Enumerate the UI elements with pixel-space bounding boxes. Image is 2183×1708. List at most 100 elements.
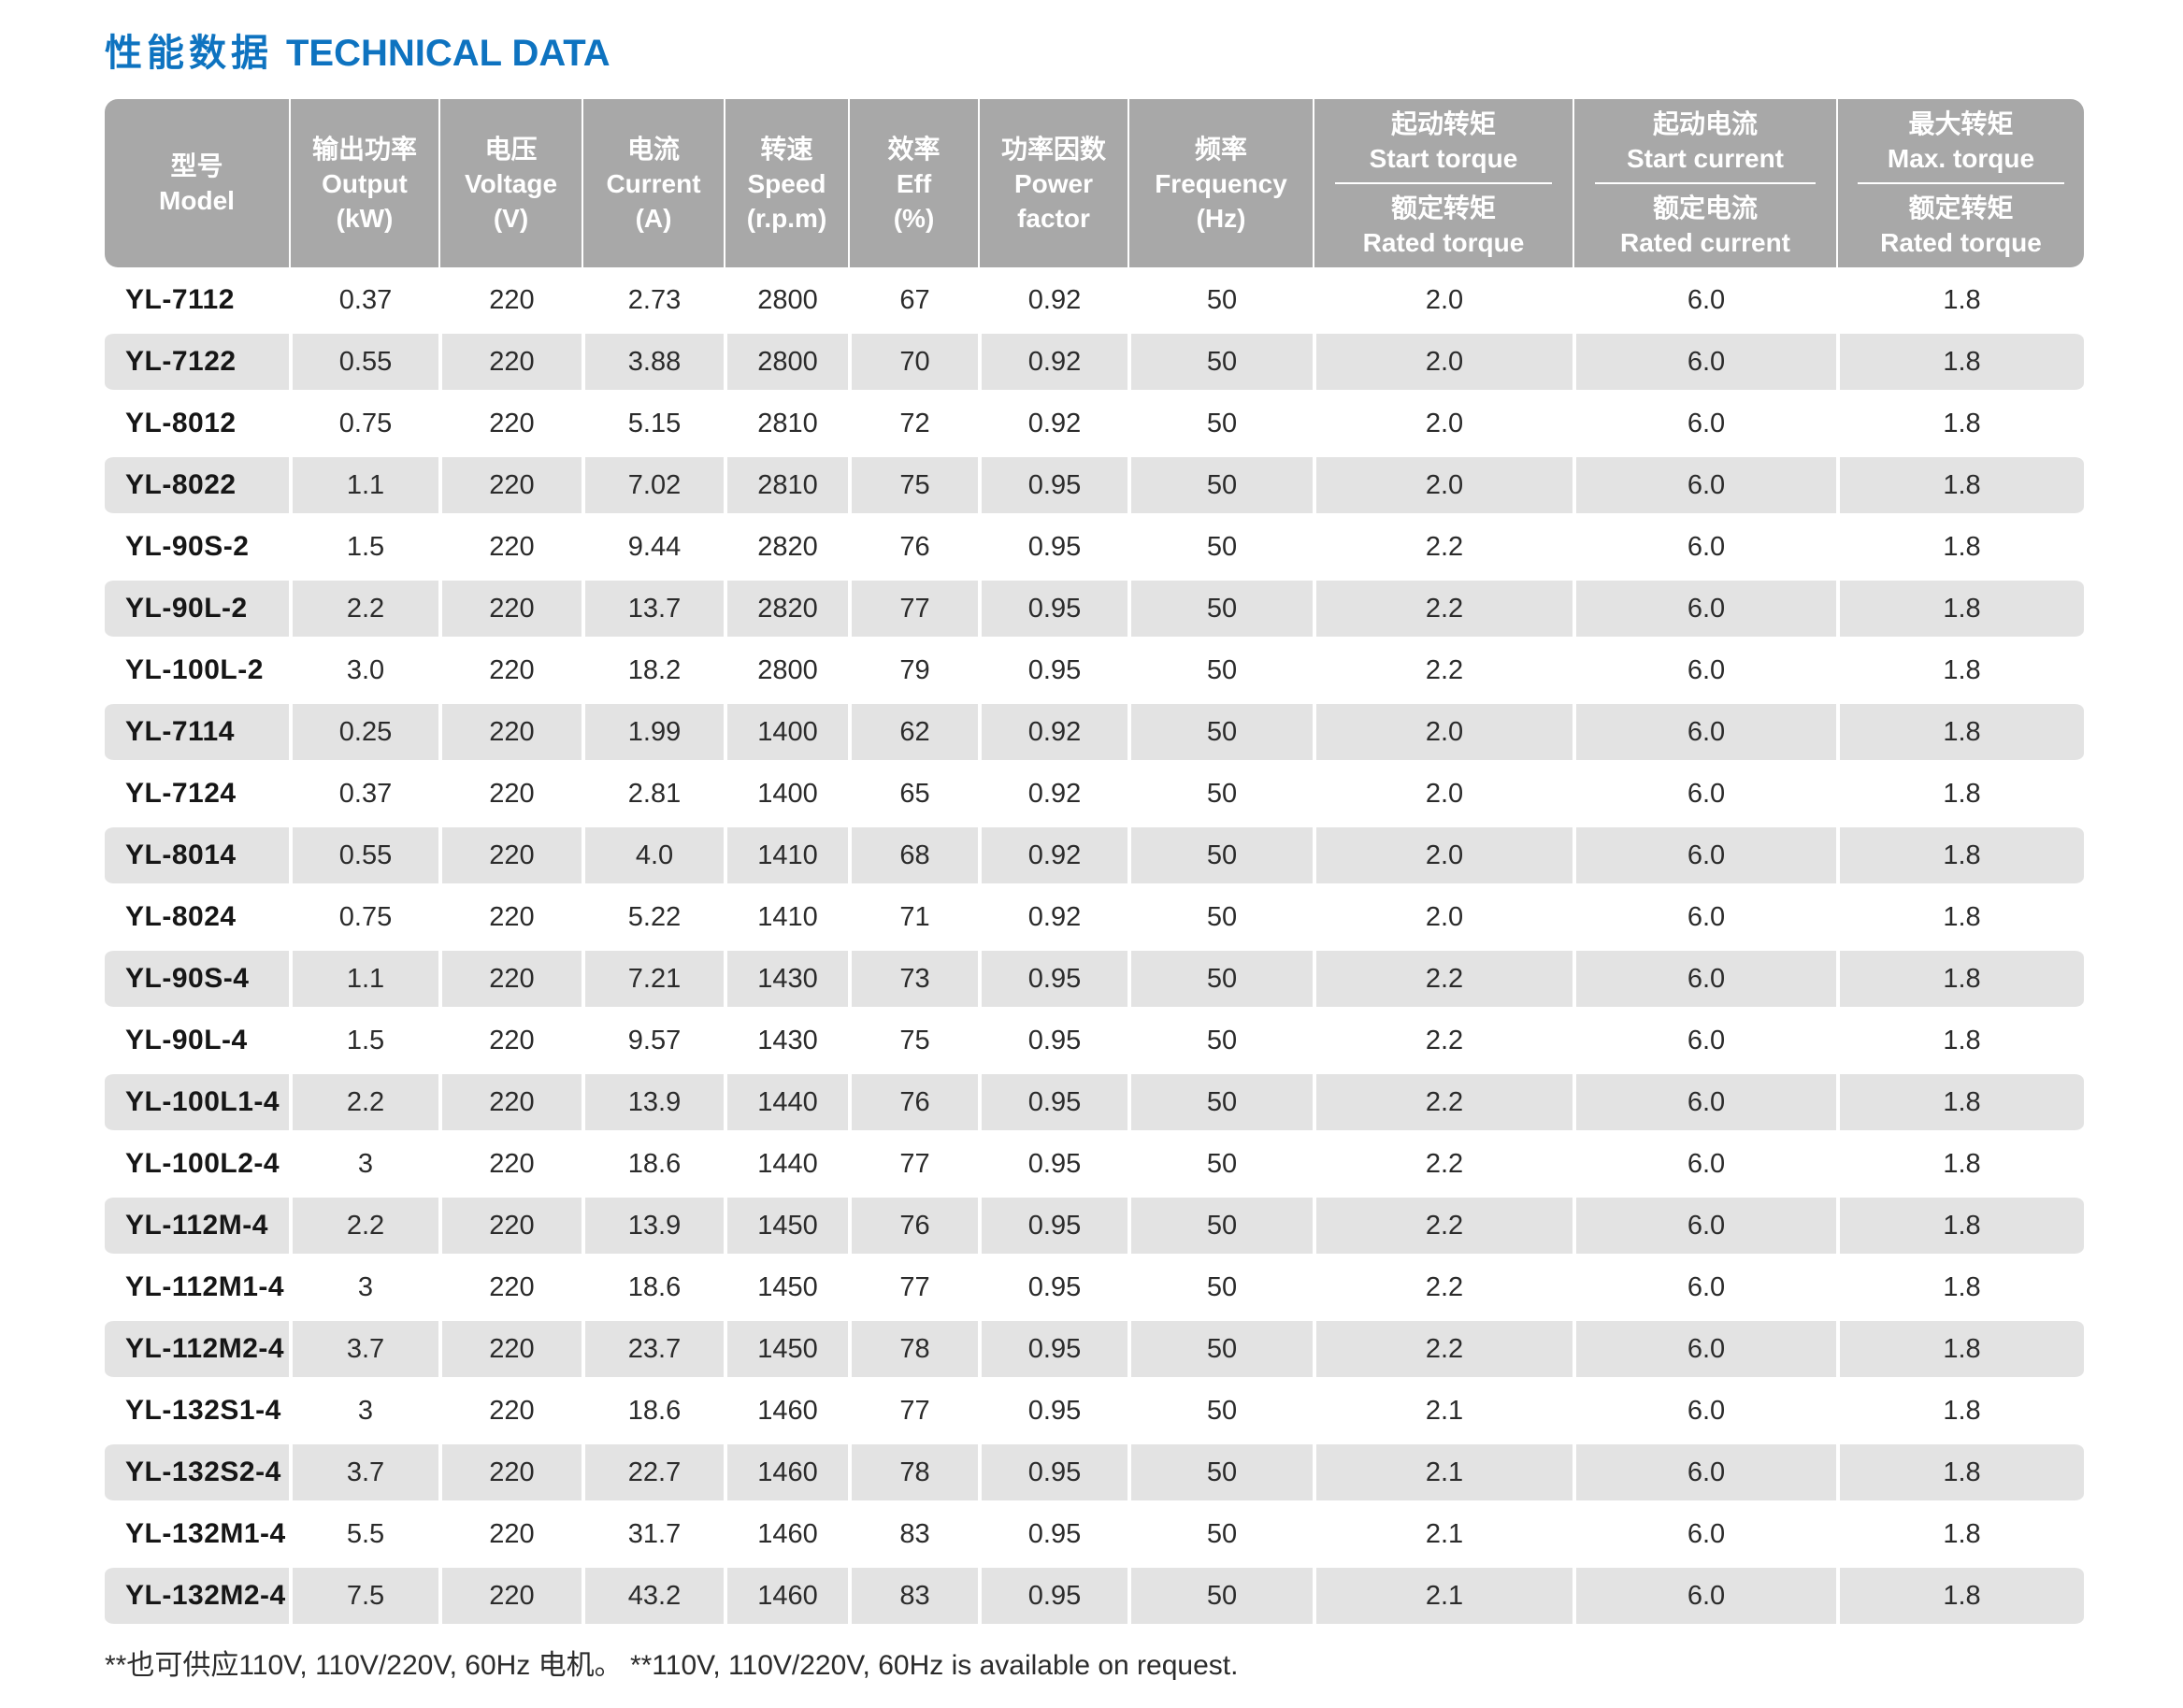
value-cell: 1410 bbox=[724, 825, 848, 886]
value-cell: 76 bbox=[848, 1071, 978, 1133]
table-row: YL-7122 0.55 220 3.88 2800 70 0.92 50 2.0 6.0 1.8 bbox=[105, 331, 2084, 393]
column-header-current: 电流 Current (A) bbox=[582, 99, 724, 267]
value-cell: 220 bbox=[438, 825, 582, 886]
value-cell: 79 bbox=[899, 654, 930, 685]
value-cell: 220 bbox=[489, 901, 535, 932]
table-row: YL-7114 0.25 220 1.99 1400 62 0.92 50 2.0 6.0 1.8 bbox=[105, 701, 2084, 763]
value-cell: 1.8 bbox=[1836, 578, 2084, 639]
value-cell: 1460 bbox=[724, 1565, 848, 1627]
header-label-en: Start current bbox=[1626, 144, 1785, 173]
value-cell: 2.0 bbox=[1313, 825, 1573, 886]
value-cell: 50 bbox=[1206, 1025, 1238, 1055]
value-cell: 2.2 bbox=[1425, 654, 1464, 685]
value-cell: 6.0 bbox=[1573, 1195, 1836, 1256]
table-row: YL-90S-4 1.1 220 7.21 1430 73 0.95 50 2.2 6.0 1.8 bbox=[105, 948, 2084, 1010]
header-label-unit: factor bbox=[1017, 203, 1090, 233]
value-cell: 3 bbox=[357, 1395, 374, 1426]
value-cell: 0.92 bbox=[1027, 778, 1082, 809]
table-row: YL-100L-2 3.0 220 18.2 2800 79 0.95 50 2.2 6.0 1.8 bbox=[105, 639, 2084, 701]
header-label-zh: 型号 bbox=[170, 151, 223, 180]
header-label-en: Rated torque bbox=[1880, 228, 2042, 257]
model-cell: YL-112M1-4 bbox=[125, 1271, 285, 1302]
ratio-divider bbox=[1858, 182, 2064, 184]
value-cell: 1.8 bbox=[1943, 284, 1981, 315]
column-header-eff: 效率 Eff (%) bbox=[848, 99, 978, 267]
value-cell: 0.95 bbox=[1027, 1518, 1082, 1549]
value-cell: 1450 bbox=[724, 1318, 848, 1380]
page-title: 性能数据 TECHNICAL DATA bbox=[105, 22, 610, 77]
value-cell: 3.0 bbox=[346, 654, 385, 685]
value-cell: 6.0 bbox=[1687, 284, 1726, 315]
header-label-unit: (kW) bbox=[336, 203, 394, 233]
value-cell: 4.0 bbox=[582, 825, 724, 886]
value-cell: 3.7 bbox=[289, 1318, 438, 1380]
value-cell: 0.95 bbox=[978, 1318, 1127, 1380]
value-cell: 220 bbox=[438, 1071, 582, 1133]
value-cell: 1.8 bbox=[1943, 1518, 1981, 1549]
value-cell: 3.7 bbox=[289, 1442, 438, 1503]
value-cell: 1440 bbox=[724, 1071, 848, 1133]
header-label-unit: (Hz) bbox=[1196, 203, 1246, 233]
value-cell: 1400 bbox=[724, 701, 848, 763]
value-cell: 2.1 bbox=[1313, 1442, 1573, 1503]
value-cell: 50 bbox=[1206, 901, 1238, 932]
value-cell: 50 bbox=[1127, 578, 1313, 639]
value-cell: 2.2 bbox=[1425, 1148, 1464, 1179]
value-cell: 6.0 bbox=[1687, 778, 1726, 809]
value-cell: 50 bbox=[1206, 1518, 1238, 1549]
table-row: YL-100L2-4 3 220 18.6 1440 77 0.95 50 2.2 6.0 1.8 bbox=[105, 1133, 2084, 1195]
value-cell: 220 bbox=[489, 284, 535, 315]
value-cell: 2800 bbox=[757, 654, 818, 685]
value-cell: 50 bbox=[1127, 1071, 1313, 1133]
value-cell: 0.95 bbox=[1027, 1148, 1082, 1179]
value-cell: 78 bbox=[848, 1442, 978, 1503]
value-cell: 50 bbox=[1206, 1148, 1238, 1179]
header-label-en: Rated current bbox=[1619, 228, 1791, 257]
value-cell: 18.2 bbox=[627, 654, 682, 685]
value-cell: 3.88 bbox=[582, 331, 724, 393]
value-cell: 1410 bbox=[757, 901, 818, 932]
table-row: YL-7112 0.37 220 2.73 2800 67 0.92 50 2.0 6.0 1.8 bbox=[105, 269, 2084, 331]
value-cell: 1.8 bbox=[1943, 531, 1981, 562]
header-label-zh: 输出功率 bbox=[311, 134, 417, 164]
value-cell: 50 bbox=[1127, 454, 1313, 516]
table-row: YL-112M1-4 3 220 18.6 1450 77 0.95 50 2.2 6.0 1.8 bbox=[105, 1256, 2084, 1318]
value-cell: 0.95 bbox=[978, 1442, 1127, 1503]
value-cell: 0.37 bbox=[338, 778, 393, 809]
value-cell: 1.99 bbox=[582, 701, 724, 763]
value-cell: 18.6 bbox=[627, 1148, 682, 1179]
value-cell: 6.0 bbox=[1573, 948, 1836, 1010]
model-cell: YL-112M-4 bbox=[105, 1195, 289, 1256]
value-cell: 50 bbox=[1206, 408, 1238, 438]
header-label-unit: (V) bbox=[493, 203, 529, 233]
header-label-zh: 额定转矩 bbox=[1390, 194, 1496, 222]
value-cell: 0.95 bbox=[978, 578, 1127, 639]
model-cell: YL-100L2-4 bbox=[125, 1148, 280, 1179]
value-cell: 77 bbox=[899, 1148, 930, 1179]
technical-data-table: 型号 Model 输出功率 Output (kW) 电压 Voltage (V)… bbox=[105, 99, 2084, 1627]
header-label-zh: 最大转矩 bbox=[1908, 109, 2014, 138]
header-label-en: Speed bbox=[747, 168, 826, 198]
value-cell: 83 bbox=[848, 1565, 978, 1627]
value-cell: 0.95 bbox=[978, 454, 1127, 516]
value-cell: 1.8 bbox=[1943, 778, 1981, 809]
value-cell: 1.8 bbox=[1836, 1195, 2084, 1256]
value-cell: 6.0 bbox=[1573, 701, 1836, 763]
column-header-max-torque: 最大转矩 Max. torque 额定转矩 Rated torque bbox=[1836, 99, 2084, 267]
header-label-zh: 功率因数 bbox=[1000, 134, 1106, 164]
value-cell: 50 bbox=[1127, 1442, 1313, 1503]
header-label-en: Current bbox=[606, 168, 701, 198]
model-cell: YL-8012 bbox=[125, 408, 237, 438]
header-label-unit: (r.p.m) bbox=[746, 203, 827, 233]
value-cell: 2.2 bbox=[1425, 531, 1464, 562]
value-cell: 2.2 bbox=[1313, 578, 1573, 639]
value-cell: 0.92 bbox=[1027, 901, 1082, 932]
value-cell: 73 bbox=[848, 948, 978, 1010]
page-title-en: TECHNICAL DATA bbox=[286, 33, 610, 74]
model-cell: YL-7112 bbox=[125, 284, 235, 315]
value-cell: 2820 bbox=[724, 578, 848, 639]
table-row: YL-132S1-4 3 220 18.6 1460 77 0.95 50 2.1 6.0 1.8 bbox=[105, 1380, 2084, 1442]
value-cell: 6.0 bbox=[1687, 1148, 1726, 1179]
value-cell: 23.7 bbox=[582, 1318, 724, 1380]
model-cell: YL-90S-2 bbox=[125, 531, 250, 562]
